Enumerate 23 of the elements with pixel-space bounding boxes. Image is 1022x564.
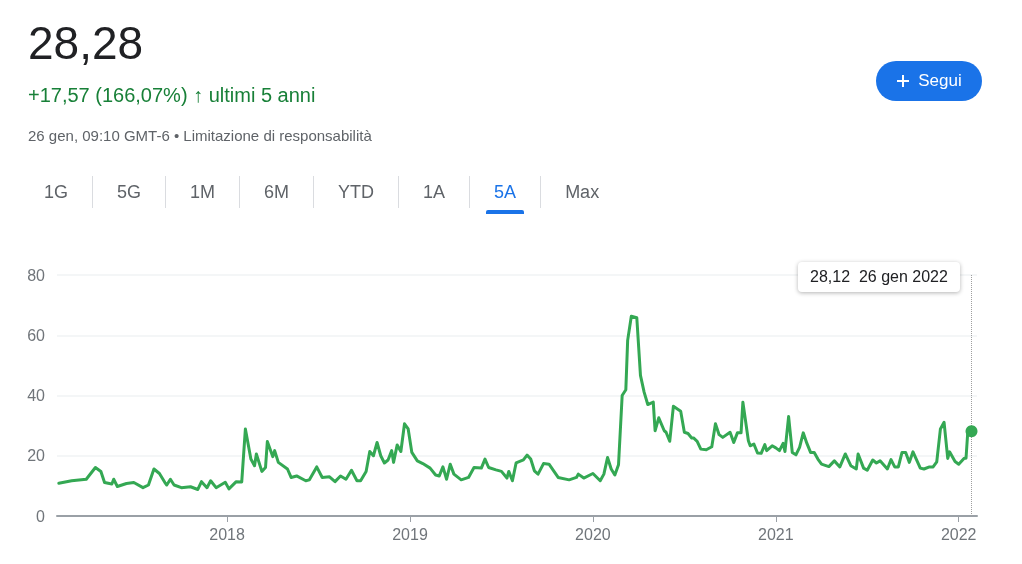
x-tick-label: 2018 — [209, 525, 245, 543]
y-tick-label: 80 — [27, 266, 46, 284]
y-tick-label: 0 — [36, 507, 46, 525]
y-tick-label: 40 — [27, 387, 46, 404]
text: 1G — [20, 176, 94, 208]
y-tick-label: 60 — [27, 326, 46, 344]
chart-title: 28,28 — [28, 16, 144, 70]
text: 5A — [470, 176, 542, 208]
x-tick-label: 2021 — [758, 525, 794, 543]
text: 1A — [399, 176, 471, 208]
text: 26 gen, 09:10 GMT-6 • Limitazione di responsabilità — [28, 127, 372, 144]
chart-subtitle: +17,57 (166,07%) ↑ ultimi 5 anni — [28, 84, 316, 107]
x-tick-label: 2020 — [575, 525, 611, 543]
button: Segui — [876, 61, 982, 101]
text: YTD — [314, 176, 400, 208]
text: 5G — [93, 176, 167, 208]
text: Max — [564, 181, 601, 204]
x-tick-label: 2019 — [392, 525, 428, 543]
text: 6M — [240, 176, 315, 208]
x-tick-label: 2022 — [940, 525, 977, 543]
text: 1M — [166, 176, 241, 208]
annotation: 28,12 26 gen 2022 — [798, 262, 960, 292]
y-tick-label: 20 — [27, 447, 46, 465]
